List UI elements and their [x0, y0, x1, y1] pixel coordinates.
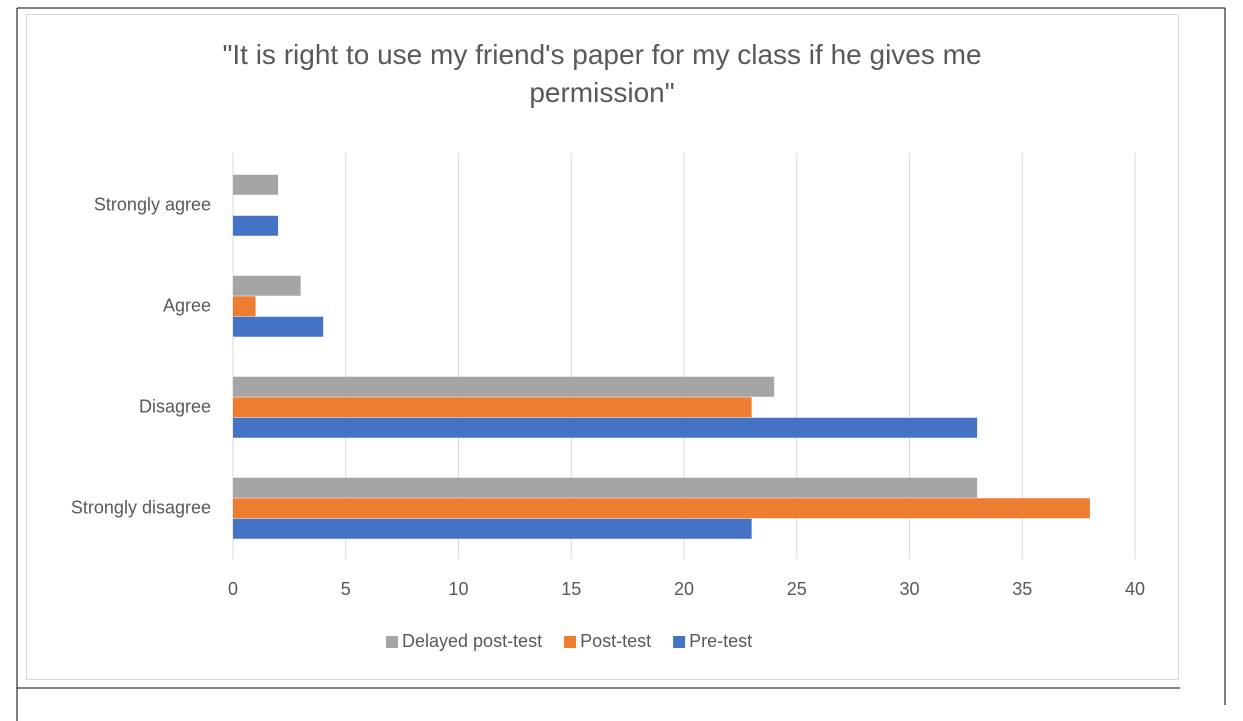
y-tick-label: Disagree	[139, 396, 211, 416]
bar	[233, 417, 978, 438]
y-tick-label: Strongly disagree	[71, 497, 211, 517]
chart-border	[26, 14, 1179, 680]
bar	[233, 215, 279, 236]
legend-label: Delayed post-test	[402, 631, 542, 651]
bar	[233, 376, 775, 397]
legend-swatch	[386, 636, 398, 648]
x-tick-label: 40	[1125, 579, 1145, 599]
x-tick-label: 30	[899, 579, 919, 599]
bar	[233, 174, 279, 195]
x-tick-label: 15	[561, 579, 581, 599]
legend-label: Pre-test	[689, 631, 752, 651]
x-tick-label: 25	[787, 579, 807, 599]
bar	[233, 275, 301, 296]
x-tick-label: 20	[674, 579, 694, 599]
bar	[233, 296, 256, 317]
bar	[233, 316, 324, 337]
bar	[233, 397, 752, 418]
bar	[233, 498, 1090, 519]
y-tick-label: Agree	[163, 295, 211, 315]
legend-swatch	[673, 636, 686, 648]
x-tick-label: 10	[448, 579, 468, 599]
legend-swatch	[564, 636, 577, 648]
bar	[233, 518, 752, 539]
bar	[233, 477, 978, 498]
legend-label: Post-test	[580, 631, 651, 651]
x-tick-label: 0	[228, 579, 238, 599]
y-tick-label: Strongly agree	[94, 194, 211, 214]
x-tick-label: 5	[341, 579, 351, 599]
x-tick-label: 35	[1012, 579, 1032, 599]
chart-title: "It is right to use my friend's paper fo…	[222, 39, 982, 108]
